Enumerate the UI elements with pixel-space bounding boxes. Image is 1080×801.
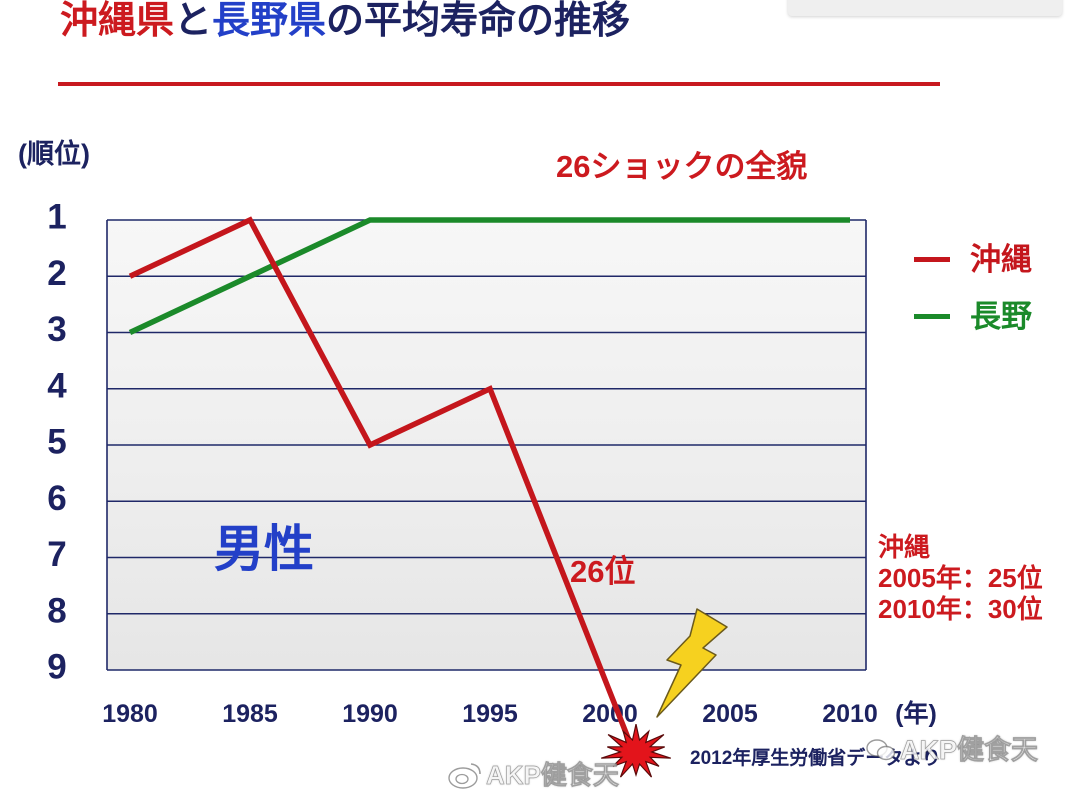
wechat-icon-bubble (876, 745, 896, 761)
weibo-icon-wave (470, 763, 481, 775)
legend-swatch (914, 256, 950, 262)
y-tick-label: 4 (47, 366, 67, 405)
side-note: 沖縄 2005年：25位 2010年：30位 (878, 532, 1043, 625)
weibo-icon-body (448, 767, 478, 789)
cropped-overlay-box (788, 0, 1062, 16)
explosion-burst-icon (601, 723, 671, 778)
y-tick-label: 5 (47, 423, 66, 462)
legend-item-okinawa: 沖縄 (914, 241, 1032, 277)
y-tick-label: 9 (47, 648, 66, 687)
y-axis-label: (順位) (18, 139, 90, 169)
series-line-nagano (128, 217, 850, 335)
legend-label: 長野 (970, 298, 1032, 334)
title-part-rest: の平均寿命の推移 (326, 0, 631, 42)
legend-label: 沖縄 (970, 241, 1032, 277)
y-tick-label: 2 (47, 254, 66, 293)
lightning-bolt-icon (656, 608, 728, 718)
side-note-line: 2010年：30位 (878, 594, 1043, 624)
y-tick-label: 8 (47, 591, 66, 630)
legend-swatch (914, 313, 950, 319)
title-part-nagano: 長野県 (212, 0, 327, 42)
x-tick-label: 1985 (222, 700, 278, 728)
weibo-icon-eye (455, 773, 469, 785)
chart-subtitle: 26ショックの全貌 (556, 149, 808, 184)
title-part-and: と (174, 0, 213, 42)
wechat-icon (866, 739, 896, 761)
series-line-okinawa (128, 216, 635, 750)
panel-label: 男性 (214, 521, 314, 577)
x-tick-label: 1995 (462, 700, 518, 728)
y-tick-label: 1 (47, 198, 66, 237)
legend-item-nagano: 長野 (914, 298, 1032, 334)
watermark-text: AKP健食天 (900, 735, 1039, 765)
side-note-line: 2005年：25位 (878, 563, 1043, 593)
y-tick-label: 6 (47, 479, 66, 518)
x-axis-unit-label: (年) (895, 699, 937, 728)
x-tick-label: 1990 (342, 700, 398, 728)
x-tick-label: 2010 (822, 700, 878, 728)
title-part-okinawa: 沖縄県 (60, 0, 175, 42)
x-tick-label: 1980 (102, 700, 158, 728)
y-tick-label: 3 (47, 310, 66, 349)
weibo-icon (448, 763, 481, 789)
side-note-line: 沖縄 (878, 532, 931, 562)
title-underline (58, 82, 940, 86)
slide-title: 沖縄県と長野県の平均寿命の推移 (60, 2, 630, 40)
y-tick-label: 7 (47, 535, 66, 574)
watermark-text: AKP健食天 (486, 760, 620, 790)
x-tick-label: 2000 (582, 700, 638, 728)
x-tick-label: 2005 (702, 700, 758, 728)
data-label-drop: 26位 (570, 554, 636, 589)
